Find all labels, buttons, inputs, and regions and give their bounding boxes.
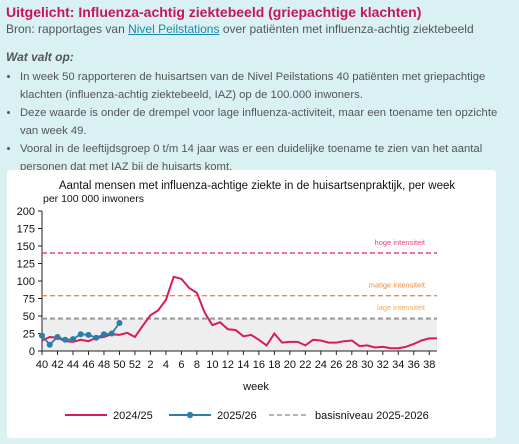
legend-label-2025-26: 2025/26 <box>217 410 257 422</box>
x-tick-label: 34 <box>392 359 404 371</box>
x-tick-label: 38 <box>423 359 435 371</box>
x-tick-label: 52 <box>129 359 141 371</box>
series-line-2024-25 <box>41 275 437 350</box>
x-tick-label: 24 <box>315 359 327 371</box>
y-tick-label: 25 <box>23 329 35 341</box>
y-tick-label: 75 <box>23 294 35 306</box>
summary-bullet: Deze waarde is onder de drempel voor lag… <box>20 104 513 140</box>
x-tick-label: 36 <box>408 359 420 371</box>
x-tick-label: 28 <box>346 359 358 371</box>
y-tick-label: 175 <box>17 224 35 236</box>
x-tick-label: 12 <box>222 359 234 371</box>
x-tick-label: 22 <box>299 359 311 371</box>
series-point-2025-26 <box>108 330 115 337</box>
x-tick-label: 44 <box>67 359 79 371</box>
nivel-peilstations-link[interactable]: Nivel Peilstations <box>128 22 220 36</box>
chart-container: Aantal mensen met influenza-achtige ziek… <box>7 170 496 438</box>
summary-bullet: In week 50 rapporteren de huisartsen van… <box>20 68 513 104</box>
series-point-2025-26 <box>62 336 69 343</box>
x-tick-label: 10 <box>206 359 218 371</box>
x-tick-label: 4 <box>163 359 169 371</box>
y-tick-label: 200 <box>17 206 35 218</box>
chart-subtitle: per 100 000 inwoners <box>43 193 144 205</box>
series-point-2025-26 <box>100 331 107 338</box>
x-tick-label: 26 <box>330 359 342 371</box>
threshold-label: lage intensiteit <box>377 303 426 312</box>
series-point-2025-26 <box>77 331 84 338</box>
x-tick-label: 42 <box>51 359 63 371</box>
page-title: Uitgelicht: Influenza-achtig ziektebeeld… <box>6 4 422 20</box>
x-axis-label: week <box>242 381 269 393</box>
y-tick-label: 50 <box>23 311 35 323</box>
x-tick-label: 48 <box>98 359 110 371</box>
x-tick-label: 6 <box>178 359 184 371</box>
x-tick-label: 20 <box>284 359 296 371</box>
summary-heading: Wat valt op: <box>6 50 74 64</box>
page-content: Uitgelicht: Influenza-achtig ziektebeeld… <box>0 0 519 176</box>
legend-marker-2025-26 <box>186 411 194 419</box>
x-tick-label: 2 <box>147 359 153 371</box>
y-tick-label: 150 <box>17 241 35 253</box>
y-tick-label: 100 <box>17 276 35 288</box>
series-point-2025-26 <box>69 336 76 343</box>
legend-label-baseline: basisniveau 2025-2026 <box>315 410 429 422</box>
influenza-chart: Aantal mensen met influenza-achtige ziek… <box>17 180 456 422</box>
series-point-2025-26 <box>39 332 45 339</box>
chart-title: Aantal mensen met influenza-achtige ziek… <box>59 180 456 192</box>
x-tick-label: 50 <box>113 359 125 371</box>
x-tick-label: 8 <box>194 359 200 371</box>
series-point-2025-26 <box>93 334 100 341</box>
x-tick-label: 30 <box>361 359 373 371</box>
legend-label-2024-25: 2024/25 <box>113 410 153 422</box>
series-point-2025-26 <box>46 341 53 348</box>
source-prefix: Bron: rapportages van <box>6 22 125 36</box>
series-point-2025-26 <box>54 334 61 340</box>
threshold-label: matige intensiteit <box>369 281 426 290</box>
x-tick-label: 32 <box>377 359 389 371</box>
x-tick-label: 14 <box>237 359 249 371</box>
threshold-label: hoge intensiteit <box>375 238 426 247</box>
source-line: Bron: rapportages van Nivel Peilstations… <box>6 22 513 36</box>
x-tick-label: 18 <box>268 359 280 371</box>
y-tick-label: 0 <box>29 346 35 358</box>
x-tick-label: 46 <box>82 359 94 371</box>
series-point-2025-26 <box>85 331 92 338</box>
summary-list: In week 50 rapporteren de huisartsen van… <box>6 68 513 176</box>
series-point-2025-26 <box>116 320 123 326</box>
source-suffix: over patiënten met influenza-achtig ziek… <box>222 22 474 36</box>
y-tick-label: 125 <box>17 259 35 271</box>
x-tick-label: 40 <box>36 359 48 371</box>
x-tick-label: 16 <box>253 359 265 371</box>
